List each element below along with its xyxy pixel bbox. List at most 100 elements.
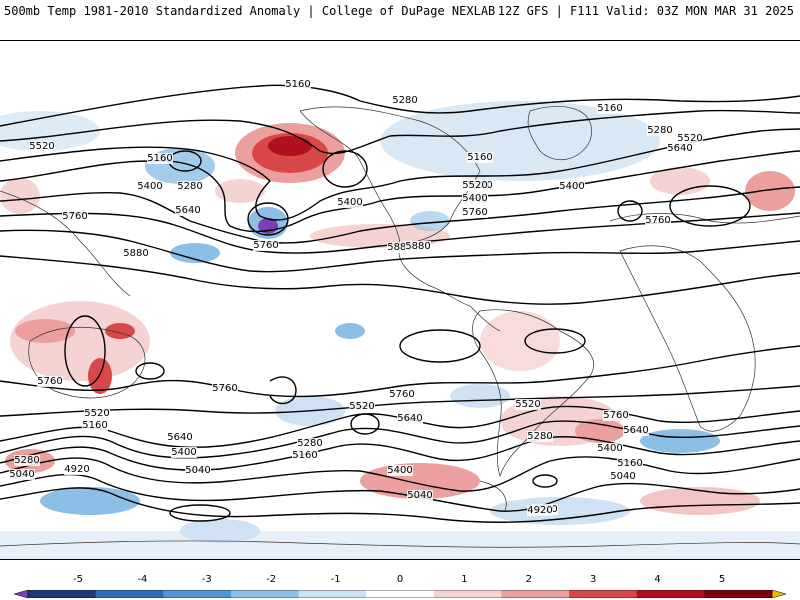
height-contours <box>0 84 800 523</box>
contour-label: 5640 <box>397 413 422 424</box>
colorbar-tick-label: -4 <box>137 574 148 585</box>
contour-label: 5880 <box>405 241 430 252</box>
colorbar-tick-label: 5 <box>718 574 726 585</box>
colorbar-border <box>27 590 773 598</box>
colorbar-segment <box>704 590 773 598</box>
colorbar-segment <box>163 590 232 598</box>
contour-label: 5760 <box>62 211 87 222</box>
contour-label: 5160 <box>82 420 107 431</box>
contour-label-bg <box>171 447 197 458</box>
contour-label: 5160 <box>292 450 317 461</box>
contour-label-bg <box>137 181 163 192</box>
contour-label: 5400 <box>462 193 487 204</box>
contour-label-bg <box>677 133 703 144</box>
contour-label-bg <box>167 432 193 443</box>
contour-label: 5280 <box>647 125 672 136</box>
contour-label: 5040 <box>407 490 432 501</box>
colorbar-segment <box>636 590 705 598</box>
contour-label: 5520 <box>462 180 487 191</box>
contour-label: 5160 <box>617 458 642 469</box>
anomaly-colorbar <box>14 590 786 598</box>
contour-label-bg <box>603 410 629 421</box>
contour-label-bg <box>9 469 35 480</box>
contour-label: 5880 <box>387 242 412 253</box>
contour-label: 5280 <box>297 438 322 449</box>
map-title: 500mb Temp 1981-2010 Standardized Anomal… <box>4 4 496 18</box>
contour-label-bg <box>147 153 173 164</box>
contour-label: 5760 <box>253 240 278 251</box>
contour-label: 5640 <box>667 143 692 154</box>
colorbar-segment <box>501 590 570 598</box>
contour-label-bg <box>212 383 238 394</box>
contour-label-bg <box>397 413 423 424</box>
contour-label-bg <box>387 242 413 253</box>
contour-label-bg <box>647 125 673 136</box>
contour-label: 5400 <box>137 181 162 192</box>
contour-label-bg <box>515 399 541 410</box>
contour-label-bg <box>389 389 415 400</box>
anomaly-map: 5160 5280 5160 5280 5520 5640 5520 5160 5400 5280… <box>0 40 800 560</box>
contour-label-bg <box>559 181 585 192</box>
contour-label-bg <box>467 152 493 163</box>
colorbar-segment <box>28 590 97 598</box>
contour-label: 5400 <box>171 447 196 458</box>
contour-label: 5880 <box>123 248 148 259</box>
contour-label: 5760 <box>37 376 62 387</box>
contour-label-bg <box>667 143 693 154</box>
contour-label: 5280 <box>14 455 39 466</box>
colorbar-tick-label: 3 <box>590 574 597 585</box>
contour-label: 5520 <box>677 133 702 144</box>
colorbar-segment <box>298 590 367 598</box>
contour-label: 5640 <box>167 432 192 443</box>
contour-label-bg <box>185 465 211 476</box>
contour-label: 5760 <box>645 215 670 226</box>
contour-label-bg <box>462 207 488 218</box>
contour-label: 5400 <box>337 197 362 208</box>
contour-label: 5040 <box>185 465 210 476</box>
contour-label: 5400 <box>387 465 412 476</box>
contour-label: 5640 <box>175 205 200 216</box>
contour-label-bg <box>123 248 149 259</box>
contour-label: 5160 <box>597 103 622 114</box>
contour-label: 5760 <box>603 410 628 421</box>
contour-label: 5280 <box>392 95 417 106</box>
contour-label-bg <box>349 401 375 412</box>
contour-label: 5160 <box>467 152 492 163</box>
contour-label-bg <box>84 408 110 419</box>
contour-label: 5520 <box>29 141 54 152</box>
contour-label: 5640 <box>623 425 648 436</box>
contour-label-bg <box>462 193 488 204</box>
contour-label-bg <box>617 458 643 469</box>
contour-label: 5280 <box>177 181 202 192</box>
colorbar-tick-label: -3 <box>201 574 212 585</box>
contour-label-bg <box>37 376 63 387</box>
contour-label-bg <box>392 95 418 106</box>
colorbar-tick-label: -5 <box>73 574 83 585</box>
contour-label: 4920 <box>64 464 89 475</box>
contour-label-bg <box>337 197 363 208</box>
contour-label-bg <box>597 443 623 454</box>
colorbar-segment <box>95 590 164 598</box>
contour-label: 5400 <box>559 181 584 192</box>
contour-label-bg <box>14 455 40 466</box>
contour-label-bg <box>645 215 671 226</box>
contour-label-bg <box>527 505 553 516</box>
contour-label: 5520 <box>515 399 540 410</box>
colorbar-segment <box>433 590 502 598</box>
contour-label-bg <box>29 141 55 152</box>
colorbar-segment <box>230 590 300 598</box>
contour-label-bg <box>610 471 636 482</box>
contour-label-bg <box>407 490 433 501</box>
contour-label-bg <box>285 79 311 90</box>
colorbar-tick-label: 1 <box>461 574 468 585</box>
colorbar-tick-label: -2 <box>266 574 277 585</box>
contour-label: 5760 <box>462 207 487 218</box>
contour-label: 5520 <box>349 401 374 412</box>
contour-label-bg <box>527 431 553 442</box>
colorbar-tick-label: 4 <box>654 574 661 585</box>
colorbar-segment <box>569 590 638 598</box>
model-run-info: 12Z GFS | F111 Valid: 03Z MON MAR 31 202… <box>497 4 794 18</box>
contour-label: 4920 <box>527 505 552 516</box>
